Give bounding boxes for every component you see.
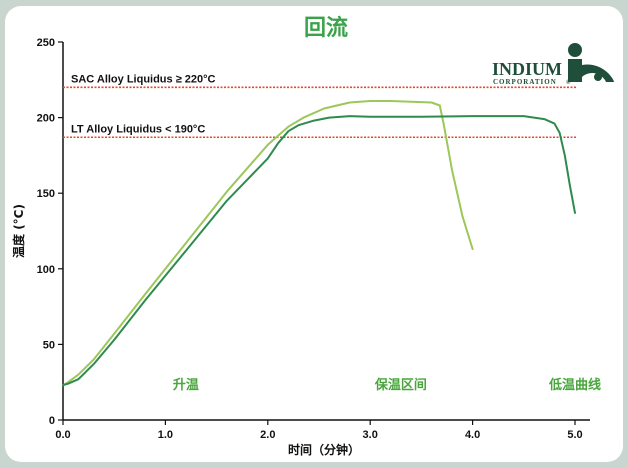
zone-label: 升温 [173, 377, 199, 393]
reference-line-label: LT Alloy Liquidus < 190°C [71, 123, 205, 135]
logo-registered-mark: ® [566, 79, 571, 86]
chart-title: 回流 [304, 15, 348, 41]
zone-label: 保温区间 [374, 377, 427, 393]
y-tick-label: 200 [37, 113, 55, 125]
indium-logo: INDIUM CORPORATION ® [492, 43, 614, 86]
axes [62, 42, 590, 421]
logo-figure-icon [568, 43, 614, 82]
x-tick-label: 5.0 [567, 429, 582, 441]
y-tick-label: 0 [49, 415, 55, 427]
reference-lines: SAC Alloy Liquidus ≥ 220°C LT Alloy Liqui… [63, 73, 577, 139]
series-line-2 [62, 115, 576, 387]
x-tick-label: 1.0 [158, 429, 173, 441]
logo-name: INDIUM [492, 59, 562, 79]
logo-subtitle: CORPORATION [493, 78, 557, 86]
x-tick-label: 4.0 [465, 429, 480, 441]
y-tick-label: 100 [37, 264, 55, 276]
x-axis-label: 时间（分钟） [288, 442, 360, 457]
zone-label: 低温曲线 [548, 377, 601, 393]
zone-labels: 升温 保温区间 低温曲线 [173, 377, 601, 393]
series-lines [62, 100, 576, 387]
axis-ticks: 0.0 1.0 2.0 3.0 4.0 5.0 0 50 100 150 200 250 [37, 37, 583, 441]
reference-line-label: SAC Alloy Liquidus ≥ 220°C [71, 73, 216, 85]
series-line-1 [62, 100, 474, 387]
y-axis-label: 温度 (°C) [11, 204, 26, 258]
y-tick-label: 250 [37, 37, 55, 49]
x-tick-label: 0.0 [55, 429, 70, 441]
x-tick-label: 2.0 [260, 429, 275, 441]
y-tick-label: 50 [43, 339, 55, 351]
x-tick-label: 3.0 [363, 429, 378, 441]
chart-panel [5, 6, 623, 462]
y-tick-label: 150 [37, 188, 55, 200]
